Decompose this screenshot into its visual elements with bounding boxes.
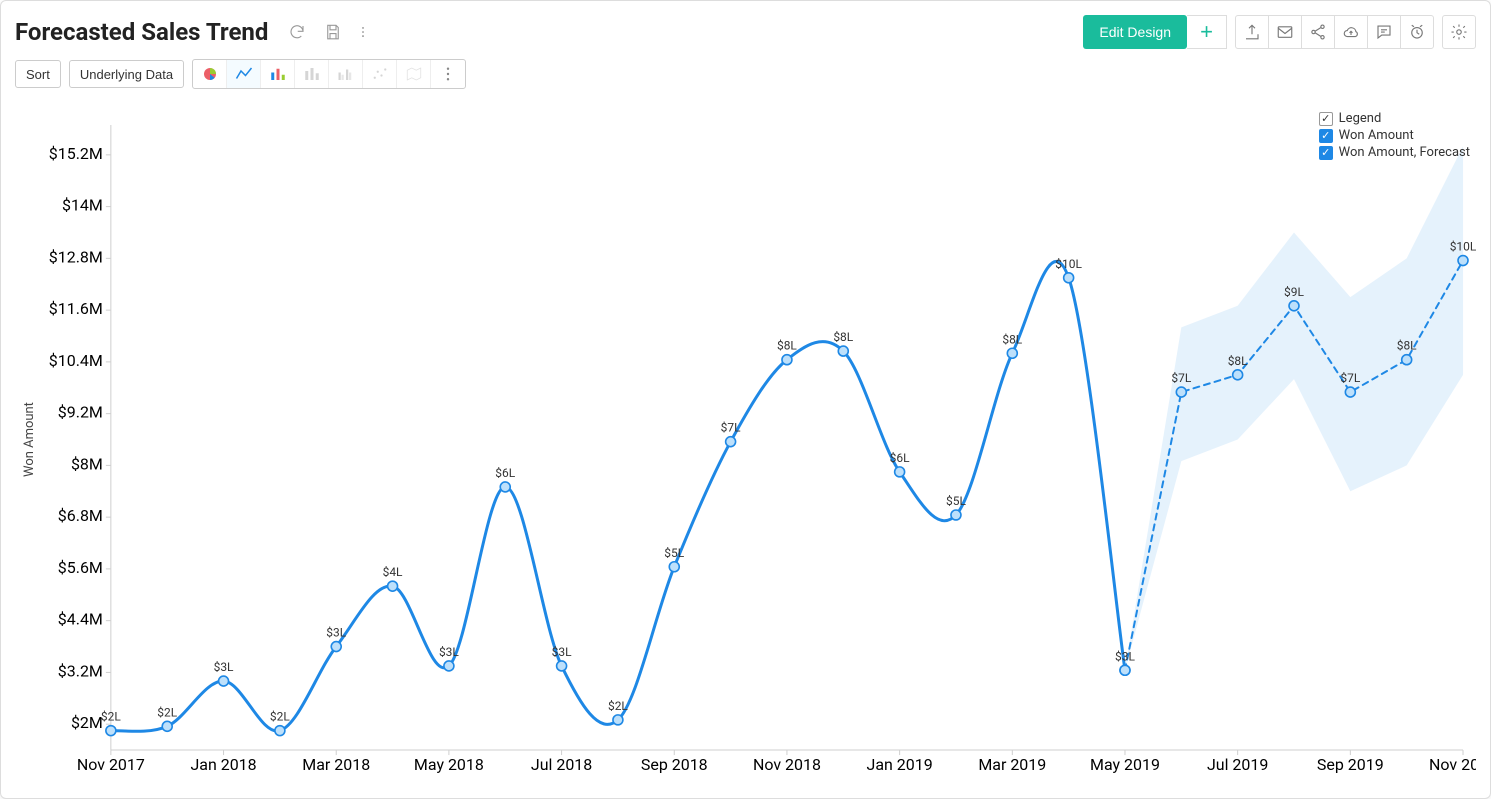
viz-scatter-icon[interactable] xyxy=(363,60,397,88)
legend-check-icon[interactable]: ✓ xyxy=(1319,146,1333,160)
svg-text:$10L: $10L xyxy=(1450,240,1476,254)
refresh-icon[interactable] xyxy=(284,15,310,49)
svg-text:$4L: $4L xyxy=(383,565,403,579)
svg-text:$15.2M: $15.2M xyxy=(49,144,103,163)
svg-text:$11.6M: $11.6M xyxy=(49,299,103,318)
svg-text:$9.2M: $9.2M xyxy=(58,403,103,422)
header-left: Forecasted Sales Trend xyxy=(15,15,370,49)
viz-map-icon[interactable] xyxy=(397,60,431,88)
edit-design-button[interactable]: Edit Design xyxy=(1083,15,1187,49)
share-icon[interactable] xyxy=(1301,15,1335,49)
svg-text:May 2018: May 2018 xyxy=(414,755,484,774)
save-icon[interactable] xyxy=(320,15,346,49)
export-icon[interactable] xyxy=(1235,15,1269,49)
legend-label-2: Won Amount, Forecast xyxy=(1339,145,1470,160)
svg-text:$4.4M: $4.4M xyxy=(58,610,103,629)
toolbar-actions xyxy=(1235,15,1434,49)
svg-text:Won Amount: Won Amount xyxy=(22,402,37,477)
svg-text:$2M: $2M xyxy=(71,713,103,732)
svg-text:$10.4M: $10.4M xyxy=(49,351,103,370)
mail-icon[interactable] xyxy=(1268,15,1302,49)
report-panel: Forecasted Sales Trend Edit Design + xyxy=(0,0,1491,799)
viz-type-picker xyxy=(192,59,466,89)
svg-text:$5L: $5L xyxy=(946,494,966,508)
header-right: Edit Design + xyxy=(1083,15,1476,49)
svg-text:Jul 2019: Jul 2019 xyxy=(1207,755,1268,774)
more-icon[interactable] xyxy=(356,15,370,49)
legend-toggle-icon[interactable]: ✓ xyxy=(1319,112,1333,126)
alarm-icon[interactable] xyxy=(1400,15,1434,49)
svg-text:Sep 2019: Sep 2019 xyxy=(1317,755,1384,774)
svg-text:Jul 2018: Jul 2018 xyxy=(531,755,592,774)
svg-text:$7L: $7L xyxy=(721,421,741,435)
chart-area: ✓ Legend ✓ Won Amount ✓ Won Amount, Forecas… xyxy=(15,111,1476,786)
svg-text:Jan 2019: Jan 2019 xyxy=(867,755,933,774)
underlying-data-button[interactable]: Underlying Data xyxy=(69,60,184,88)
legend-header[interactable]: ✓ Legend xyxy=(1319,111,1470,126)
svg-text:May 2019: May 2019 xyxy=(1090,755,1160,774)
svg-text:$3L: $3L xyxy=(439,645,459,659)
svg-text:Sep 2018: Sep 2018 xyxy=(641,755,708,774)
svg-text:$9L: $9L xyxy=(1284,285,1304,299)
header: Forecasted Sales Trend Edit Design + xyxy=(15,15,1476,49)
settings-icon[interactable] xyxy=(1442,15,1476,49)
svg-text:$3L: $3L xyxy=(214,660,234,674)
sort-button[interactable]: Sort xyxy=(15,60,61,88)
svg-text:Mar 2019: Mar 2019 xyxy=(978,755,1046,774)
svg-text:$6L: $6L xyxy=(495,466,515,480)
svg-text:$8L: $8L xyxy=(1397,339,1417,353)
forecast-chart: $2M $3.2M $4.4M $5.6M $6.8M $8M $9.2M $10.4M $11… xyxy=(15,111,1476,786)
svg-text:$5L: $5L xyxy=(664,546,684,560)
svg-text:$5.6M: $5.6M xyxy=(58,558,103,577)
svg-text:$10L: $10L xyxy=(1055,257,1082,271)
sub-toolbar: Sort Underlying Data xyxy=(15,59,1476,89)
svg-text:$6L: $6L xyxy=(890,451,910,465)
report-title: Forecasted Sales Trend xyxy=(15,18,268,46)
svg-text:$7L: $7L xyxy=(1171,371,1191,385)
svg-text:$3L: $3L xyxy=(552,645,572,659)
svg-text:Jan 2018: Jan 2018 xyxy=(190,755,256,774)
svg-text:$2L: $2L xyxy=(608,699,628,713)
add-button[interactable]: + xyxy=(1187,15,1227,49)
toolbar-settings xyxy=(1442,15,1476,49)
svg-text:$8L: $8L xyxy=(833,330,853,344)
svg-text:$2L: $2L xyxy=(270,710,290,724)
svg-text:Nov 2019: Nov 2019 xyxy=(1429,755,1476,774)
svg-text:$8L: $8L xyxy=(1002,332,1022,346)
svg-text:$2L: $2L xyxy=(101,710,121,724)
legend-check-icon[interactable]: ✓ xyxy=(1319,129,1333,143)
svg-text:$8L: $8L xyxy=(777,339,797,353)
viz-pie-icon[interactable] xyxy=(193,60,227,88)
legend-item-won[interactable]: ✓ Won Amount xyxy=(1319,128,1470,143)
cloud-icon[interactable] xyxy=(1334,15,1368,49)
svg-text:Nov 2017: Nov 2017 xyxy=(77,755,145,774)
viz-bar-icon[interactable] xyxy=(261,60,295,88)
viz-stacked-bar-icon[interactable] xyxy=(295,60,329,88)
svg-text:$3L: $3L xyxy=(326,626,346,640)
svg-text:$8L: $8L xyxy=(1228,354,1248,368)
svg-text:Nov 2018: Nov 2018 xyxy=(753,755,821,774)
comment-icon[interactable] xyxy=(1367,15,1401,49)
svg-text:$2L: $2L xyxy=(157,705,177,719)
svg-text:$7L: $7L xyxy=(1340,371,1360,385)
svg-text:$6.8M: $6.8M xyxy=(58,506,103,525)
svg-text:$12.8M: $12.8M xyxy=(49,247,103,266)
viz-more-icon[interactable] xyxy=(431,60,465,88)
viz-line-icon[interactable] xyxy=(227,60,261,88)
viz-grouped-bar-icon[interactable] xyxy=(329,60,363,88)
legend-title: Legend xyxy=(1339,111,1382,126)
svg-text:Mar 2018: Mar 2018 xyxy=(302,755,370,774)
legend-item-forecast[interactable]: ✓ Won Amount, Forecast xyxy=(1319,145,1470,160)
svg-text:$3.2M: $3.2M xyxy=(58,661,103,680)
svg-text:$8M: $8M xyxy=(71,454,103,473)
svg-text:$3L: $3L xyxy=(1115,649,1135,663)
svg-text:$14M: $14M xyxy=(62,196,103,215)
legend: ✓ Legend ✓ Won Amount ✓ Won Amount, Forecas… xyxy=(1319,111,1470,162)
legend-label-1: Won Amount xyxy=(1339,128,1414,143)
